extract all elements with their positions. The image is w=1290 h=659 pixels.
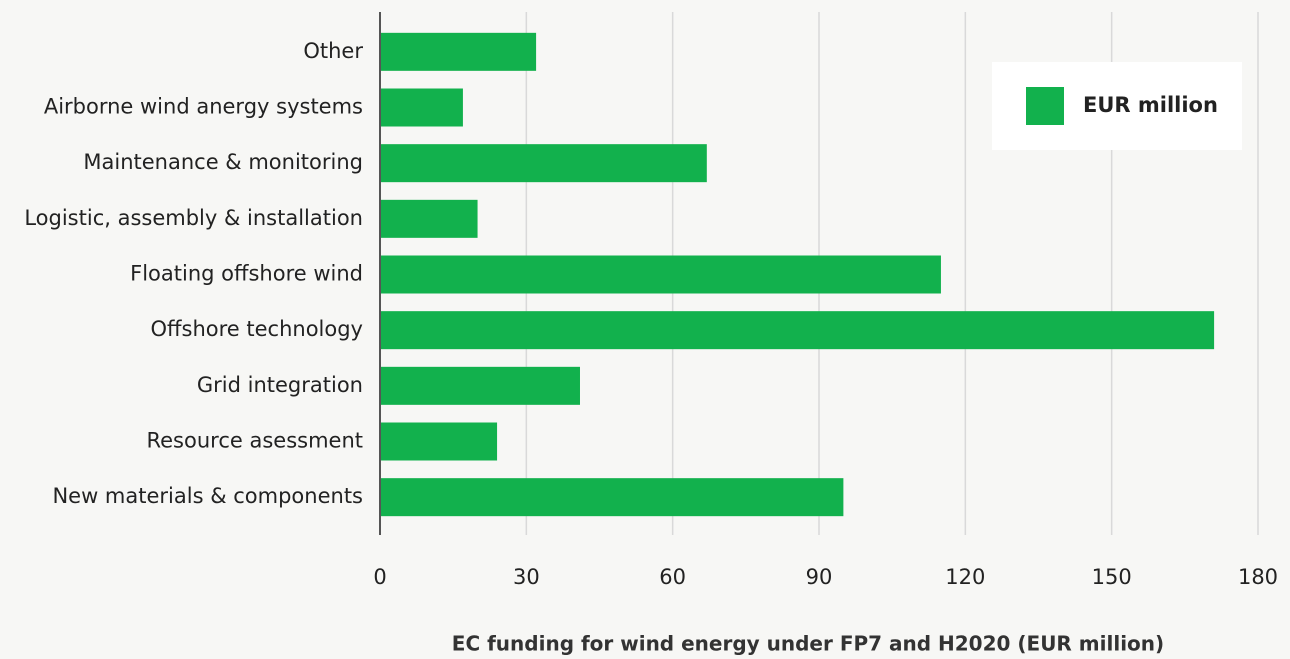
bar <box>380 144 707 183</box>
x-tick-label: 120 <box>945 565 985 589</box>
x-tick-label: 30 <box>513 565 540 589</box>
y-tick-label: Maintenance & monitoring <box>83 150 363 174</box>
y-tick-label: New materials & components <box>52 484 363 508</box>
y-tick-label: Grid integration <box>197 373 363 397</box>
bar <box>380 32 537 71</box>
bar <box>380 199 478 238</box>
y-tick-label: Offshore technology <box>151 317 363 341</box>
x-tick-label: 0 <box>373 565 386 589</box>
legend-label: EUR million <box>1083 93 1218 117</box>
y-tick-label: Resource asessment <box>146 429 363 453</box>
bar <box>380 366 580 405</box>
bar <box>380 422 498 461</box>
bar <box>380 88 463 127</box>
y-tick-label: Other <box>303 39 363 63</box>
x-tick-label: 150 <box>1092 565 1132 589</box>
x-tick-label: 180 <box>1238 565 1278 589</box>
x-tick-label: 90 <box>806 565 833 589</box>
y-tick-label: Airborne wind anergy systems <box>44 95 363 119</box>
bar <box>380 255 941 294</box>
bar <box>380 311 1215 350</box>
bar <box>380 478 844 517</box>
legend-swatch <box>1026 87 1064 125</box>
x-axis-title: EC funding for wind energy under FP7 and… <box>452 632 1164 656</box>
x-tick-label: 60 <box>659 565 686 589</box>
y-tick-label: Floating offshore wind <box>130 262 363 286</box>
y-tick-label: Logistic, assembly & installation <box>24 206 363 230</box>
